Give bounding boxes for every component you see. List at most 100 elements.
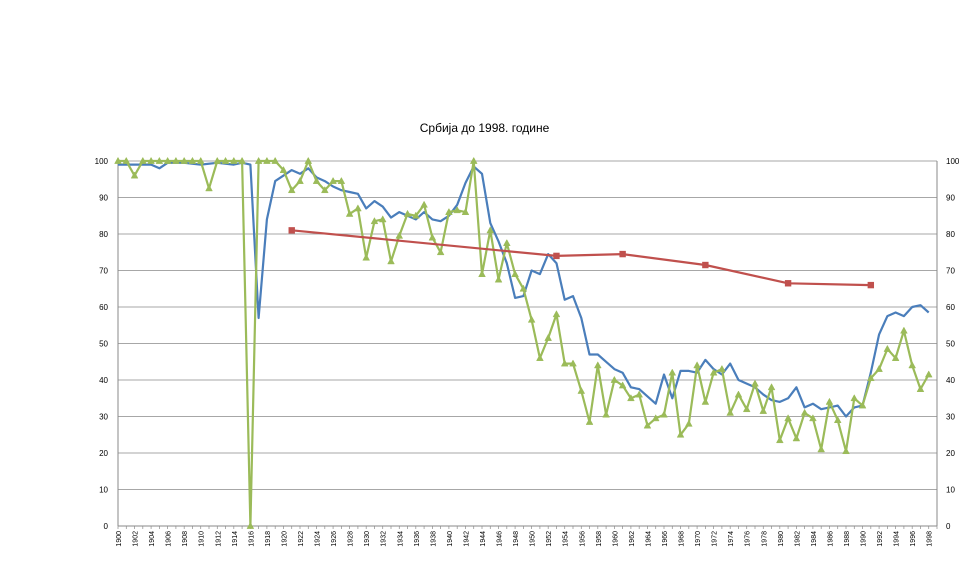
data-point — [320, 186, 329, 194]
x-tick-label: 1970 — [695, 531, 702, 547]
x-tick-label: 1990 — [861, 531, 868, 547]
y-tick-label: 10 — [99, 486, 108, 495]
data-point — [718, 364, 726, 372]
x-tick-label: 1904 — [149, 531, 156, 547]
y-tick-label-right: 50 — [946, 340, 955, 349]
data-point — [767, 383, 776, 391]
data-point — [287, 186, 296, 194]
y-tick-label-right: 70 — [946, 267, 955, 276]
x-tick-label: 1998 — [927, 531, 934, 547]
x-tick-label: 1916 — [248, 531, 255, 547]
x-tick-label: 1920 — [281, 531, 288, 547]
data-point — [221, 156, 230, 164]
y-tick-label: 80 — [99, 230, 108, 239]
x-tick-label: 1952 — [546, 531, 553, 547]
x-tick-label: 1902 — [133, 531, 140, 547]
data-point — [130, 171, 139, 179]
data-point — [254, 156, 263, 164]
x-tick-label: 1906 — [166, 531, 173, 547]
data-point — [709, 368, 718, 376]
data-point — [411, 211, 420, 219]
data-point — [833, 416, 842, 423]
data-point — [676, 430, 685, 438]
data-point — [585, 417, 594, 425]
data-point — [461, 207, 470, 215]
data-point — [668, 368, 677, 376]
data-point — [759, 406, 768, 414]
x-tick-label: 1914 — [232, 531, 239, 547]
x-tick-label: 1958 — [596, 531, 603, 547]
data-point — [122, 156, 131, 164]
data-point — [569, 359, 577, 367]
y-tick-label-right: 20 — [946, 449, 955, 458]
x-tick-label: 1918 — [265, 531, 272, 547]
data-point — [445, 207, 453, 215]
x-tick-label: 1908 — [182, 531, 189, 547]
y-axis-left-labels: 0 10 20 30 40 50 60 70 80 90 100 — [95, 157, 109, 531]
y-axis-right-labels: 0 10 20 30 40 50 60 70 80 90 100 — [946, 157, 960, 531]
x-tick-label: 1956 — [579, 531, 586, 547]
data-point — [850, 394, 859, 402]
data-point — [536, 353, 544, 361]
data-point — [519, 284, 528, 292]
x-tick-label: 1948 — [513, 531, 520, 547]
y-tick-label-right: 90 — [946, 194, 955, 203]
data-point — [908, 361, 917, 369]
x-tick-label: 1932 — [381, 531, 388, 547]
x-tick-label: 1988 — [844, 531, 851, 547]
x-tick-label: 1940 — [447, 531, 454, 547]
data-point — [271, 156, 280, 164]
data-point — [602, 410, 610, 418]
x-tick-label: 1954 — [563, 531, 570, 547]
data-point — [858, 401, 867, 409]
y-tick-label-right: 0 — [946, 522, 951, 531]
y-tick-label: 30 — [99, 413, 108, 422]
data-point — [635, 390, 644, 398]
data-point — [643, 421, 652, 429]
x-tick-label: 1962 — [629, 531, 636, 547]
y-tick-label-right: 60 — [946, 303, 955, 312]
data-point — [627, 394, 635, 402]
data-point — [775, 436, 784, 444]
data-point — [751, 379, 759, 387]
data-point — [544, 333, 553, 341]
data-point — [138, 156, 147, 164]
data-point — [213, 156, 222, 164]
data-point — [618, 381, 627, 389]
data-point — [172, 156, 180, 164]
data-point — [701, 397, 710, 405]
series-2 — [114, 156, 933, 529]
data-point — [866, 374, 875, 382]
data-point — [354, 204, 362, 212]
x-tick-label: 1978 — [761, 531, 768, 547]
data-point — [825, 397, 834, 405]
gridlines — [118, 160, 937, 527]
data-point — [702, 261, 709, 269]
y-tick-label-right: 80 — [946, 230, 955, 239]
data-point — [370, 217, 379, 225]
data-point — [651, 414, 660, 422]
data-point — [378, 215, 387, 223]
data-point — [784, 280, 792, 287]
data-point — [800, 408, 809, 416]
data-point — [784, 414, 792, 422]
x-tick-label: 1946 — [497, 531, 504, 547]
data-point — [229, 156, 238, 164]
data-point — [577, 386, 586, 394]
x-tick-label: 1924 — [315, 531, 322, 547]
x-tick-label: 1964 — [645, 531, 652, 547]
series-layer — [114, 156, 933, 529]
x-tick-label: 1966 — [662, 531, 669, 547]
data-point — [163, 156, 172, 164]
x-tick-label: 1944 — [480, 531, 487, 547]
data-point — [312, 176, 321, 184]
data-point — [867, 281, 875, 289]
data-point — [362, 253, 371, 261]
data-point — [453, 206, 462, 214]
x-tick-label: 1910 — [199, 531, 206, 547]
data-point — [660, 410, 668, 418]
x-tick-label: 1982 — [794, 531, 801, 547]
data-point — [891, 353, 900, 361]
data-point — [180, 156, 189, 164]
series-3 — [288, 227, 875, 289]
